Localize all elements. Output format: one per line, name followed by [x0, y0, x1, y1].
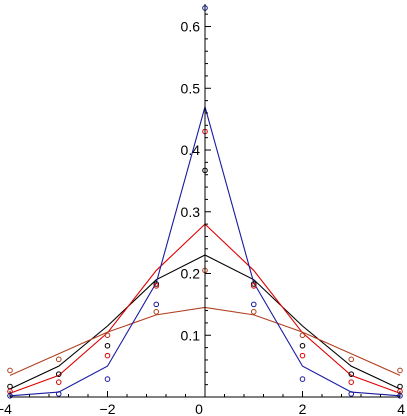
data-point: [55, 379, 62, 385]
data-point: [250, 301, 257, 308]
y-tick-label: 0.2: [181, 266, 201, 282]
data-point: [7, 367, 13, 374]
data-point: [104, 352, 111, 359]
y-tick-label: 0.1: [181, 327, 201, 343]
data-point: [153, 301, 160, 308]
data-point: [397, 383, 403, 390]
ticks: 0.1 0.2 0.3 0.4 0.5 0.6 −4 −2 0 2 4: [0, 13, 405, 416]
data-point: [7, 383, 13, 390]
data-point: [299, 342, 306, 349]
data-point: [250, 283, 257, 289]
x-tick-label: 2: [299, 401, 307, 416]
x-tick-label: −4: [0, 401, 12, 416]
data-point: [153, 281, 160, 287]
data-point: [55, 371, 62, 377]
data-point: [104, 342, 111, 349]
y-tick-label: 0.6: [181, 19, 201, 35]
data-point: [104, 332, 111, 339]
data-point: [348, 356, 355, 363]
x-tick-label: 0: [195, 401, 203, 416]
y-tick-label: 0.3: [181, 204, 201, 220]
y-tick-label: 0.4: [181, 142, 201, 158]
data-point: [299, 352, 306, 359]
data-point: [55, 356, 62, 363]
data-point: [348, 379, 355, 385]
data-point: [299, 332, 306, 339]
data-point: [55, 391, 62, 397]
data-point: [153, 308, 160, 315]
x-tick-label: 4: [397, 401, 405, 416]
data-point: [104, 376, 111, 382]
y-tick-label: 0.5: [181, 80, 201, 96]
data-point: [348, 371, 355, 377]
x-tick-label: −2: [100, 401, 116, 416]
data-point: [250, 308, 257, 315]
data-point: [153, 283, 160, 289]
axes: [10, 4, 400, 398]
data-point: [250, 281, 257, 287]
data-point: [299, 376, 306, 382]
data-point: [348, 391, 355, 397]
data-point: [397, 367, 403, 374]
